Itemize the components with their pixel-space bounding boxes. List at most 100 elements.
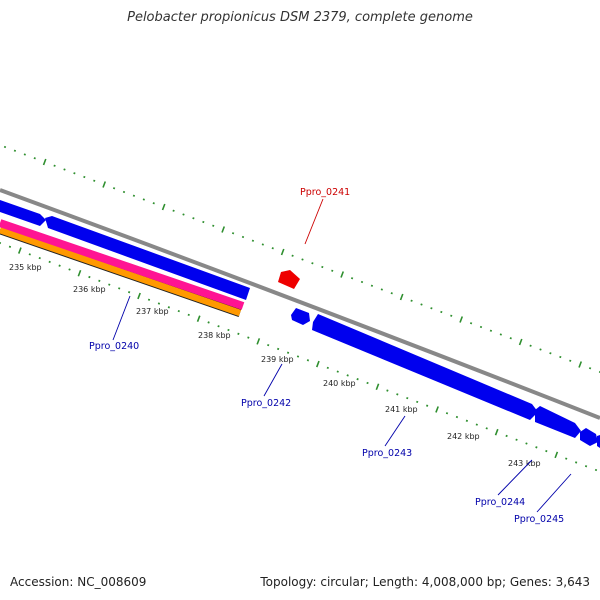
inner-minor-tick (425, 404, 429, 407)
outer-minor-tick (539, 348, 542, 351)
inner-major-tick (375, 383, 380, 391)
inner-major-tick (554, 451, 559, 459)
inner-minor-tick (396, 393, 399, 396)
outer-minor-tick (182, 213, 185, 216)
cds-arrow-ppro-0243[interactable] (312, 314, 538, 420)
inner-minor-tick (386, 389, 389, 392)
inner-minor-tick (157, 302, 161, 305)
inner-minor-tick (574, 461, 578, 464)
inner-minor-tick (505, 434, 508, 438)
inner-minor-tick (276, 347, 280, 351)
inner-minor-tick (565, 457, 568, 460)
cds-arrow-ppro-0240[interactable] (45, 216, 250, 300)
scale-label: 235 kbp (9, 263, 42, 272)
scale-labels: 235 kbp 236 kbp 237 kbp 238 kbp 239 kbp 240 k… (9, 263, 541, 468)
outer-minor-tick (53, 164, 56, 167)
scale-label: 243 kbp (508, 459, 541, 468)
gene-label-ppro-0241[interactable]: Ppro_0241 (300, 187, 350, 198)
inner-minor-tick (247, 336, 250, 339)
outer-minor-tick (390, 292, 393, 295)
pink-feature-track (0, 219, 245, 310)
cds-arrow-ppro-0239[interactable] (0, 200, 46, 226)
gene-label-leader-line (384, 415, 406, 447)
scale-label: 238 kbp (198, 331, 231, 340)
cds-arrow-ppro-0245[interactable] (580, 428, 598, 446)
outer-major-tick (399, 293, 404, 301)
inner-minor-tick (8, 245, 12, 248)
outer-minor-tick (301, 258, 304, 261)
outer-major-tick (459, 316, 464, 323)
inner-minor-tick (594, 468, 598, 472)
outer-minor-tick (112, 187, 116, 190)
outer-minor-tick (469, 322, 473, 325)
inner-tick-ring (0, 242, 598, 472)
outer-minor-tick (588, 367, 592, 370)
genome-backbone (0, 188, 600, 420)
inner-minor-tick (118, 287, 121, 290)
inner-minor-tick (147, 298, 151, 301)
inner-minor-tick (28, 253, 31, 256)
inner-minor-tick (286, 351, 290, 354)
outer-minor-tick (142, 198, 145, 201)
outer-minor-tick (63, 168, 66, 171)
inner-minor-tick (525, 442, 528, 445)
orange-feature-track (0, 225, 242, 318)
outer-minor-tick (380, 288, 383, 291)
outer-minor-tick (122, 190, 126, 194)
gene-label-leader-line (112, 295, 131, 341)
inner-minor-tick (306, 359, 310, 362)
gene-label-ppro-0244[interactable]: Ppro_0244 (475, 497, 525, 508)
outer-minor-tick (370, 284, 374, 287)
inner-minor-tick (88, 275, 91, 279)
outer-minor-tick (172, 209, 175, 212)
outer-minor-tick (132, 194, 136, 197)
inner-major-tick (77, 269, 82, 277)
genome-summary-text: Topology: circular; Length: 4,008,000 bp… (260, 575, 590, 589)
inner-minor-tick (515, 438, 518, 441)
cds-arrow-ppro-0244[interactable] (535, 406, 581, 438)
outer-minor-tick (430, 307, 433, 310)
cds-arrow-ppro-0246[interactable] (597, 435, 600, 448)
outer-major-tick (102, 181, 107, 188)
map-title: Pelobacter propionicus DSM 2379, complet… (127, 10, 473, 25)
inner-minor-tick (217, 325, 220, 328)
outer-minor-tick (410, 299, 413, 302)
gene-label-leader-line (536, 473, 572, 513)
gene-label-ppro-0240[interactable]: Ppro_0240 (89, 341, 139, 352)
inner-minor-tick (366, 381, 369, 385)
gene-label-ppro-0245[interactable]: Ppro_0245 (514, 514, 564, 525)
gene-label-ppro-0243[interactable]: Ppro_0243 (362, 448, 412, 459)
scale-label: 240 kbp (323, 379, 356, 388)
inner-minor-tick (68, 268, 71, 271)
inner-minor-tick (485, 427, 488, 430)
inner-minor-tick (356, 378, 359, 381)
gene-label-leader-line (497, 459, 533, 496)
outer-minor-tick (23, 153, 26, 156)
gene-labels: Ppro_0241 Ppro_0240 Ppro_0242 Ppro_0243 Ppro… (89, 187, 572, 525)
outer-minor-tick (251, 239, 255, 242)
inner-minor-tick (455, 415, 459, 419)
inner-minor-tick (545, 449, 548, 453)
outer-minor-tick (73, 172, 76, 175)
inner-minor-tick (187, 313, 190, 317)
cds-arrow-ppro-0242[interactable] (291, 308, 310, 325)
gene-label-ppro-0242[interactable]: Ppro_0242 (241, 398, 291, 409)
outer-minor-tick (420, 303, 423, 306)
outer-minor-tick (3, 145, 7, 149)
outer-minor-tick (311, 262, 314, 265)
outer-major-tick (518, 338, 523, 346)
outer-minor-tick (93, 179, 96, 182)
gene-label-leader-line (263, 363, 283, 397)
outer-minor-tick (83, 175, 86, 179)
cds-arrow-ppro-0241[interactable] (278, 270, 300, 289)
scale-label: 236 kbp (73, 285, 106, 294)
outer-minor-tick (152, 202, 155, 205)
inner-major-tick (494, 428, 499, 436)
outer-minor-tick (261, 243, 264, 246)
inner-minor-tick (177, 309, 180, 313)
inner-minor-tick (416, 400, 419, 404)
outer-minor-tick (529, 344, 532, 347)
scale-label: 237 kbp (136, 307, 169, 316)
outer-minor-tick (271, 247, 274, 250)
